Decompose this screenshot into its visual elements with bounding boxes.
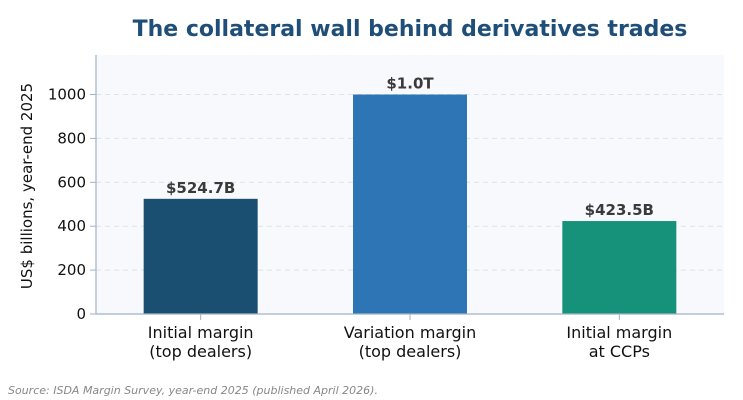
data-label: $1.0T xyxy=(386,75,434,93)
bar-1 xyxy=(143,198,258,314)
y-tick-label: 800 xyxy=(57,129,86,147)
y-tick-label: 400 xyxy=(57,217,86,235)
chart-title: The collateral wall behind derivatives t… xyxy=(133,17,688,42)
x-tick-label: Initial margin xyxy=(566,323,672,342)
bar-2 xyxy=(353,94,467,314)
bar-3 xyxy=(562,221,677,314)
x-tick-label: Variation margin xyxy=(344,323,477,342)
x-tick-label: (top dealers) xyxy=(149,342,252,361)
data-label: $524.7B xyxy=(166,179,235,197)
y-tick-label: 1000 xyxy=(48,86,86,104)
data-label: $423.5B xyxy=(585,201,654,219)
y-tick-label: 600 xyxy=(57,173,86,191)
source-note: Source: ISDA Margin Survey, year-end 202… xyxy=(8,384,378,397)
y-tick-label: 0 xyxy=(76,305,86,323)
x-tick-label: at CCPs xyxy=(589,342,650,361)
x-tick-label: Initial margin xyxy=(148,323,254,342)
x-tick-label: (top dealers) xyxy=(359,342,462,361)
y-axis-label: US$ billions, year-end 2025 xyxy=(18,83,36,289)
y-tick-label: 200 xyxy=(57,261,86,279)
